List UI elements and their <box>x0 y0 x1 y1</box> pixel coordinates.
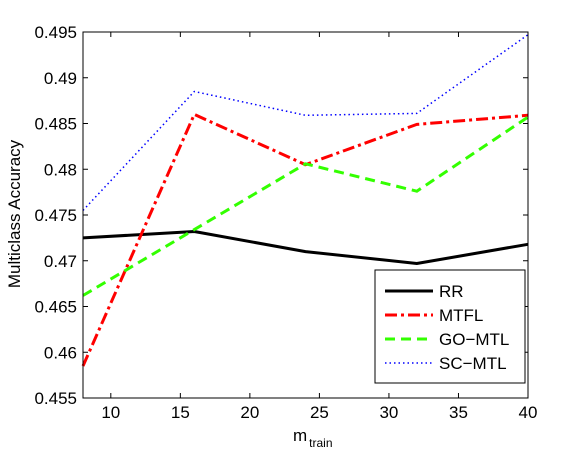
x-axis-label-subscript: train <box>309 436 332 450</box>
x-tick-label: 40 <box>519 403 538 422</box>
series-line-rr <box>82 230 529 265</box>
x-tick-label: 30 <box>379 403 398 422</box>
y-tick-label: 0.46 <box>44 343 77 362</box>
x-tick-label: 25 <box>310 403 329 422</box>
y-tick-label: 0.485 <box>34 115 77 134</box>
series-line-go-mtl <box>82 115 529 297</box>
y-tick-label: 0.455 <box>34 389 77 408</box>
legend-box <box>374 269 526 384</box>
legend-label: RR <box>439 282 464 301</box>
y-tick-label: 0.49 <box>44 69 77 88</box>
legend-label: MTFL <box>439 306 483 325</box>
legend-label: GO−MTL <box>439 330 509 349</box>
legend-label: SC−MTL <box>439 354 507 373</box>
y-axis-label: Multiclass Accuracy <box>5 139 24 288</box>
x-tick-label: 10 <box>101 403 120 422</box>
legend: RR MTFL GO−MTL SC−MTL <box>374 269 526 384</box>
y-tick-label: 0.475 <box>34 206 77 225</box>
x-axis-label: m train <box>293 426 333 450</box>
x-tick-label: 15 <box>171 403 190 422</box>
y-tick-label: 0.47 <box>44 252 77 271</box>
x-tick-label: 35 <box>449 403 468 422</box>
x-axis-label-main: m <box>293 426 307 445</box>
series-line-sc-mtl <box>82 34 529 211</box>
y-tick-label: 0.465 <box>34 298 77 317</box>
y-tick-label: 0.48 <box>44 160 77 179</box>
series-layer <box>81 34 529 367</box>
ticks-layer: 10 15 20 25 30 35 40 0.455 0.46 0.465 0.47 0.475 0.4… <box>34 23 537 422</box>
y-tick-label: 0.495 <box>34 23 77 42</box>
x-tick-label: 20 <box>240 403 259 422</box>
